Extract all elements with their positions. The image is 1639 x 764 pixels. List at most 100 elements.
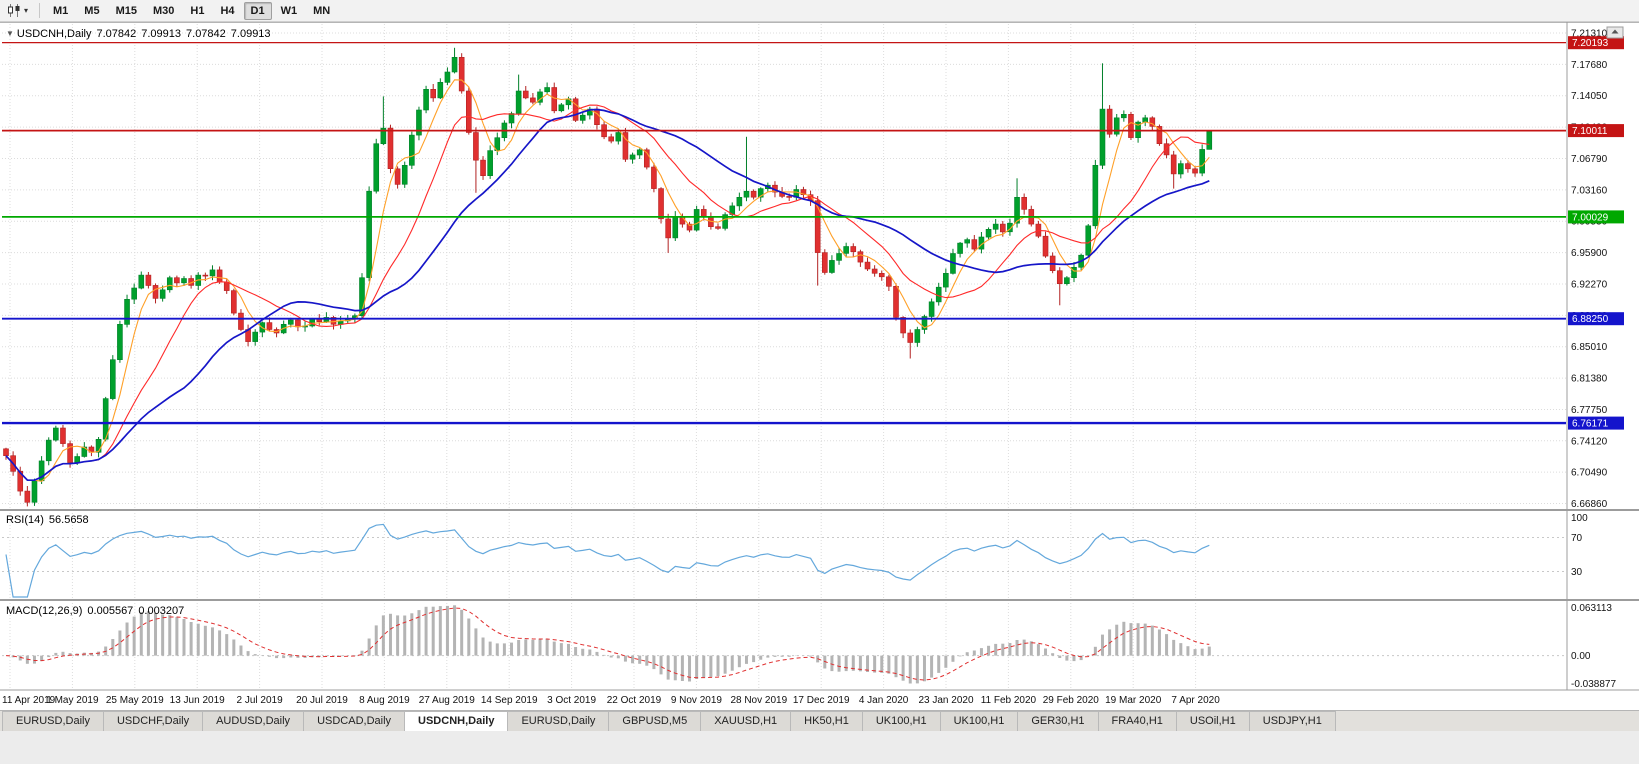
candle-body bbox=[1106, 108, 1113, 135]
date-axis-label[interactable]: 2 Jul 2019 bbox=[237, 695, 284, 706]
candle-body bbox=[829, 260, 835, 273]
timeframe-button-m30[interactable]: M30 bbox=[152, 4, 175, 17]
date-axis-label[interactable]: 22 Oct 2019 bbox=[607, 695, 662, 706]
date-axis-label[interactable]: 9 Nov 2019 bbox=[671, 695, 723, 706]
candle-body bbox=[124, 298, 130, 325]
candle-body bbox=[138, 274, 145, 289]
date-axis-label[interactable]: 7 Apr 2020 bbox=[1171, 695, 1220, 706]
date-axis-label[interactable]: 28 Nov 2019 bbox=[730, 695, 787, 706]
chart-tab-xauusd-h1[interactable]: XAUUSD,H1 bbox=[700, 711, 792, 731]
candle-body bbox=[530, 97, 536, 103]
candle-body bbox=[202, 274, 209, 277]
candle-body bbox=[473, 132, 479, 161]
candle-body bbox=[159, 289, 166, 299]
candle-body bbox=[700, 209, 707, 217]
candle-body bbox=[60, 427, 66, 444]
timeframe-button-m15[interactable]: M15 bbox=[115, 4, 137, 17]
chart-tab-eurusd-daily[interactable]: EURUSD,Daily bbox=[507, 711, 610, 731]
date-axis-label[interactable]: 29 Feb 2020 bbox=[1043, 695, 1100, 706]
fast-ma-line bbox=[5, 79, 1210, 482]
chart-tab-uk100-h1[interactable]: UK100,H1 bbox=[939, 711, 1019, 731]
candle-body bbox=[558, 104, 565, 112]
date-axis-label[interactable]: 1 May 2019 bbox=[46, 695, 99, 706]
candle-body bbox=[444, 71, 451, 83]
candle-body bbox=[458, 56, 465, 92]
candle-body bbox=[409, 134, 415, 166]
date-axis-label[interactable]: 3 Oct 2019 bbox=[547, 695, 596, 706]
timeframe-button-d1[interactable]: D1 bbox=[243, 1, 272, 20]
candle-body bbox=[287, 319, 294, 325]
candle-body bbox=[1064, 277, 1070, 284]
caret-down-icon: ▾ bbox=[24, 5, 29, 15]
chart-tab-ger30-h1[interactable]: GER30,H1 bbox=[1017, 711, 1099, 731]
candle-body bbox=[686, 223, 693, 231]
chart-tab-audusd-daily[interactable]: AUDUSD,Daily bbox=[202, 711, 305, 731]
candle-body bbox=[117, 323, 123, 360]
timeframe-button-w1[interactable]: W1 bbox=[280, 4, 298, 17]
timeframe-button-m5[interactable]: M5 bbox=[84, 4, 100, 17]
chart-tab-gbpusd-m5[interactable]: GBPUSD,M5 bbox=[608, 711, 702, 731]
chart-tab-hk50-h1[interactable]: HK50,H1 bbox=[790, 711, 863, 731]
date-axis-label[interactable]: 25 May 2019 bbox=[106, 695, 164, 706]
price-axis-label[interactable]: 6.95900 bbox=[1571, 248, 1608, 259]
date-axis-label[interactable]: 11 Apr 2019 bbox=[2, 695, 56, 706]
candle-body bbox=[957, 242, 963, 254]
timeframe-button-mn[interactable]: MN bbox=[313, 4, 331, 17]
date-axis-label[interactable]: 17 Dec 2019 bbox=[793, 695, 850, 706]
candle-body bbox=[1185, 163, 1191, 170]
candle-body bbox=[615, 132, 622, 142]
price-axis-label[interactable]: 6.92270 bbox=[1571, 279, 1608, 290]
price-axis-label[interactable]: 6.74120 bbox=[1571, 436, 1608, 447]
date-axis-label[interactable]: 19 Mar 2020 bbox=[1105, 695, 1162, 706]
candle-body bbox=[181, 278, 187, 284]
chart-tab-eurusd-daily[interactable]: EURUSD,Daily bbox=[2, 711, 104, 731]
chart-tab-usdjpy-h1[interactable]: USDJPY,H1 bbox=[1248, 711, 1336, 731]
macd-signal-line bbox=[5, 607, 1210, 681]
price-axis-label[interactable]: 7.03160 bbox=[1571, 185, 1608, 196]
price-axis-label[interactable]: 7.06790 bbox=[1571, 154, 1608, 165]
chart-type-dropdown[interactable]: ▾ bbox=[4, 3, 31, 18]
price-axis-label[interactable]: 7.21310 bbox=[1571, 29, 1608, 40]
price-axis-label[interactable]: 6.66860 bbox=[1571, 499, 1608, 510]
candle-body bbox=[594, 108, 600, 125]
chart-window[interactable]: 11 Apr 2019 1 May 2019 25 May 2019 13 Jun 2… bbox=[0, 22, 1639, 710]
candle-body bbox=[643, 149, 650, 168]
candle-body bbox=[914, 329, 921, 343]
candle-body bbox=[651, 166, 657, 189]
chart-tab-usdchf-daily[interactable]: USDCHF,Daily bbox=[102, 711, 204, 731]
date-axis-label[interactable]: 14 Sep 2019 bbox=[481, 695, 538, 706]
price-axis-label[interactable]: 7.14050 bbox=[1571, 91, 1608, 102]
chart-tab-usdcad-daily[interactable]: USDCAD,Daily bbox=[303, 711, 406, 731]
date-axis-label[interactable]: 27 Aug 2019 bbox=[419, 695, 476, 706]
candle-body bbox=[1021, 197, 1027, 210]
date-axis-label[interactable]: 23 Jan 2020 bbox=[918, 695, 973, 706]
candle-body bbox=[31, 480, 38, 503]
rsi-line bbox=[5, 523, 1210, 598]
status-bar bbox=[0, 731, 1639, 764]
price-axis-label[interactable]: 6.81380 bbox=[1571, 374, 1608, 385]
price-axis-label[interactable]: 6.85010 bbox=[1571, 342, 1608, 353]
price-axis-label[interactable]: 6.70490 bbox=[1571, 468, 1608, 479]
chart-tab-fra40-h1[interactable]: FRA40,H1 bbox=[1097, 711, 1177, 731]
chart-tab-uk100-h1[interactable]: UK100,H1 bbox=[861, 711, 941, 731]
date-axis-label[interactable]: 20 Jul 2019 bbox=[296, 695, 348, 706]
candle-body bbox=[1014, 197, 1020, 224]
price-axis-label[interactable]: 6.77750 bbox=[1571, 405, 1608, 416]
candle-body bbox=[1056, 270, 1063, 284]
candle-body bbox=[387, 127, 394, 169]
candle-body bbox=[757, 188, 764, 198]
date-axis-label[interactable]: 11 Feb 2020 bbox=[981, 695, 1037, 706]
chart-tab-usdcnh-daily[interactable]: USDCNH,Daily bbox=[404, 711, 509, 731]
timeframe-button-m1[interactable]: M1 bbox=[53, 4, 69, 17]
date-axis-label[interactable]: 4 Jan 2020 bbox=[859, 695, 909, 706]
chart-tab-usoil-h1[interactable]: USOil,H1 bbox=[1175, 711, 1250, 731]
timeframe-button-h4[interactable]: H4 bbox=[220, 4, 235, 17]
date-axis-label[interactable]: 13 Jun 2019 bbox=[170, 695, 225, 706]
candle-body bbox=[1156, 126, 1163, 145]
candle-body bbox=[693, 209, 700, 231]
date-axis-label[interactable]: 8 Aug 2019 bbox=[359, 695, 410, 706]
candle-body bbox=[373, 143, 380, 192]
price-axis-label[interactable]: 7.17680 bbox=[1571, 60, 1608, 71]
timeframe-button-h1[interactable]: H1 bbox=[190, 4, 205, 17]
